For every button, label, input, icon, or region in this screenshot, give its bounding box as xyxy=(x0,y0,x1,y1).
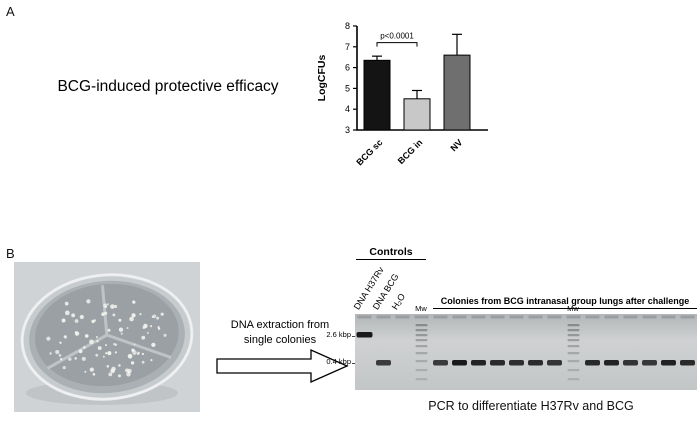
gel-well-7 xyxy=(490,315,505,319)
arrow-caption: DNA extraction from single colonies xyxy=(208,318,352,348)
gel-ladder-band xyxy=(415,360,428,363)
petri-dish-photo xyxy=(14,262,200,412)
x-tick-label-nv: NV xyxy=(448,137,464,153)
y-tick-label: 3 xyxy=(345,125,350,135)
gel-size-marker-upper: 2.6 kbp xyxy=(326,330,351,339)
tri-plate xyxy=(20,273,194,401)
gel-colonies-header: Colonies from BCG intranasal group lungs… xyxy=(433,296,697,309)
gel-well-1 xyxy=(376,315,391,319)
gel-band-lower-10 xyxy=(547,360,562,366)
gel-controls-label: Controls xyxy=(356,246,426,260)
gel-well-3 xyxy=(414,315,429,319)
bacterial-colonies xyxy=(46,299,167,378)
gel-band-lower-6 xyxy=(471,360,486,366)
gel-band-lower-13 xyxy=(604,360,619,366)
gel-band-lower-5 xyxy=(452,360,467,366)
gel-ladder-band xyxy=(567,329,580,332)
gel-lane-label-h2o: H₂O xyxy=(389,291,408,312)
bar-chart: 3 4 5 6 7 8 BCG sc BCG in NV p<0.0001 LogCFUs xyxy=(316,21,488,167)
gel-well-12 xyxy=(585,315,600,319)
gel-band-lower-14 xyxy=(623,360,638,366)
gel-ladder-band xyxy=(415,339,428,342)
bar-nv xyxy=(443,54,471,131)
gel-size-tick-lower xyxy=(352,363,356,364)
gel-well-14 xyxy=(623,315,638,319)
gel-ladder-band xyxy=(567,334,580,337)
gel-ladder-band xyxy=(415,324,428,327)
gel-ladder-band xyxy=(415,345,428,348)
gel-well-16 xyxy=(661,315,676,319)
y-axis-label: LogCFUs xyxy=(316,55,328,102)
block-arrow-right-icon xyxy=(216,348,349,384)
x-tick-label-bcg-sc: BCG sc xyxy=(354,137,384,167)
gel-well-9 xyxy=(528,315,543,319)
gel-lanes xyxy=(356,315,695,381)
gel-well-8 xyxy=(509,315,524,319)
gel-ladder-band xyxy=(415,329,428,332)
significance-bracket xyxy=(376,42,418,47)
gel-band-lower-1 xyxy=(376,360,391,366)
gel-mw-label-2: Mw xyxy=(567,304,579,313)
y-tick-label: 5 xyxy=(345,83,350,93)
gel-ladder-band xyxy=(567,352,580,355)
gel-well-13 xyxy=(604,315,619,319)
arrow-caption-line1: DNA extraction from xyxy=(230,319,330,331)
gel-well-0 xyxy=(357,315,372,319)
gel-well-5 xyxy=(452,315,467,319)
y-tick-label: 8 xyxy=(345,21,350,31)
gel-well-4 xyxy=(433,315,448,319)
panel-a-title: BCG-induced protective efficacy xyxy=(57,78,279,95)
bar-bcg-in xyxy=(403,98,431,131)
gel-ladder-band xyxy=(567,324,580,327)
gel-ladder-band xyxy=(567,378,580,381)
gel-photo xyxy=(355,314,697,390)
gel-ladder-band xyxy=(415,334,428,337)
gel-ladder-band xyxy=(415,369,428,372)
gel-ladder-band xyxy=(567,369,580,372)
panel-b-label: B xyxy=(6,246,15,261)
gel-band-lower-15 xyxy=(642,360,657,366)
gel-well-2 xyxy=(395,315,410,319)
gel-ladder-band xyxy=(567,339,580,342)
y-tick-label: 4 xyxy=(345,104,350,114)
bar-bcg-sc xyxy=(363,59,391,131)
y-tick-label: 6 xyxy=(345,63,350,73)
rim-highlight xyxy=(21,274,193,400)
gel-band-lower-7 xyxy=(490,360,505,366)
x-tick-label-bcg-in: BCG in xyxy=(396,137,425,166)
gel-background xyxy=(355,314,697,390)
gel-mw-label-1: Mw xyxy=(415,304,427,313)
y-tick-label: 7 xyxy=(345,42,350,52)
arrow-caption-line2: single colonies xyxy=(243,333,317,346)
gel-well-11 xyxy=(566,315,581,319)
gel-caption: PCR to differentiate H37Rv and BCG xyxy=(428,399,634,413)
gel-well-10 xyxy=(547,315,562,319)
gel-band-upper-0 xyxy=(356,332,373,338)
gel-size-tick-upper xyxy=(352,336,356,337)
panel-a-label: A xyxy=(6,4,15,19)
significance-label: p<0.0001 xyxy=(380,32,414,41)
gel-band-lower-17 xyxy=(680,360,695,366)
gel-ladder-band xyxy=(567,345,580,348)
gel-well-17 xyxy=(680,315,695,319)
gel-well-15 xyxy=(642,315,657,319)
gel-band-lower-4 xyxy=(433,360,448,366)
gel-band-lower-12 xyxy=(585,360,600,366)
gel-ladder-band xyxy=(415,378,428,381)
gel-ladder-band xyxy=(567,360,580,363)
gel-band-lower-16 xyxy=(661,360,676,366)
gel-band-lower-8 xyxy=(509,360,524,366)
gel-band-lower-9 xyxy=(528,360,543,366)
gel-ladder-band xyxy=(415,352,428,355)
gel-well-6 xyxy=(471,315,486,319)
gel-size-marker-lower: 0.4 kbp xyxy=(326,357,351,366)
